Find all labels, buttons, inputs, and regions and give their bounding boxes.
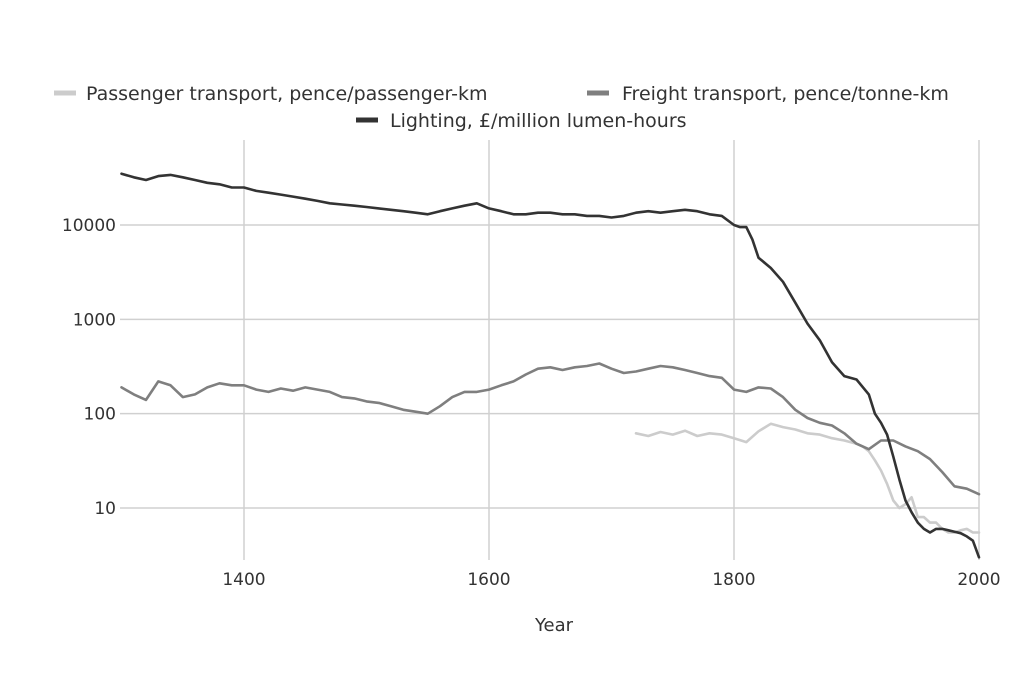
x-tick-label-2000: 2000 bbox=[957, 570, 1000, 590]
legend-label-lighting: Lighting, £/million lumen-hours bbox=[390, 110, 687, 132]
x-tick-label-1400: 1400 bbox=[222, 570, 265, 590]
x-axis-title: Year bbox=[534, 615, 574, 636]
x-tick-label-1600: 1600 bbox=[467, 570, 510, 590]
y-tick-label-1000: 1000 bbox=[73, 310, 116, 330]
legend-label-passenger: Passenger transport, pence/passenger-km bbox=[86, 83, 488, 105]
legend-item-lighting: Lighting, £/million lumen-hours bbox=[356, 110, 687, 132]
legend-label-freight: Freight transport, pence/tonne-km bbox=[622, 83, 949, 105]
legend-item-passenger: Passenger transport, pence/passenger-km bbox=[54, 83, 488, 105]
y-tick-label-10: 10 bbox=[94, 499, 116, 519]
grid bbox=[120, 140, 980, 560]
legend-item-freight: Freight transport, pence/tonne-km bbox=[587, 83, 949, 105]
legend: Passenger transport, pence/passenger-km … bbox=[54, 83, 949, 132]
x-tick-label-1800: 1800 bbox=[712, 570, 755, 590]
series-line-passenger bbox=[634, 422, 981, 534]
series-line-freight bbox=[120, 362, 981, 496]
series-lines bbox=[120, 172, 981, 559]
y-tick-label-100: 100 bbox=[84, 405, 116, 425]
x-axis-ticks: 1400 1600 1800 2000 bbox=[222, 570, 1000, 590]
y-axis-ticks: 10 100 1000 10000 bbox=[62, 216, 116, 519]
y-tick-label-10000: 10000 bbox=[62, 216, 116, 236]
series-line-lighting bbox=[120, 172, 981, 559]
